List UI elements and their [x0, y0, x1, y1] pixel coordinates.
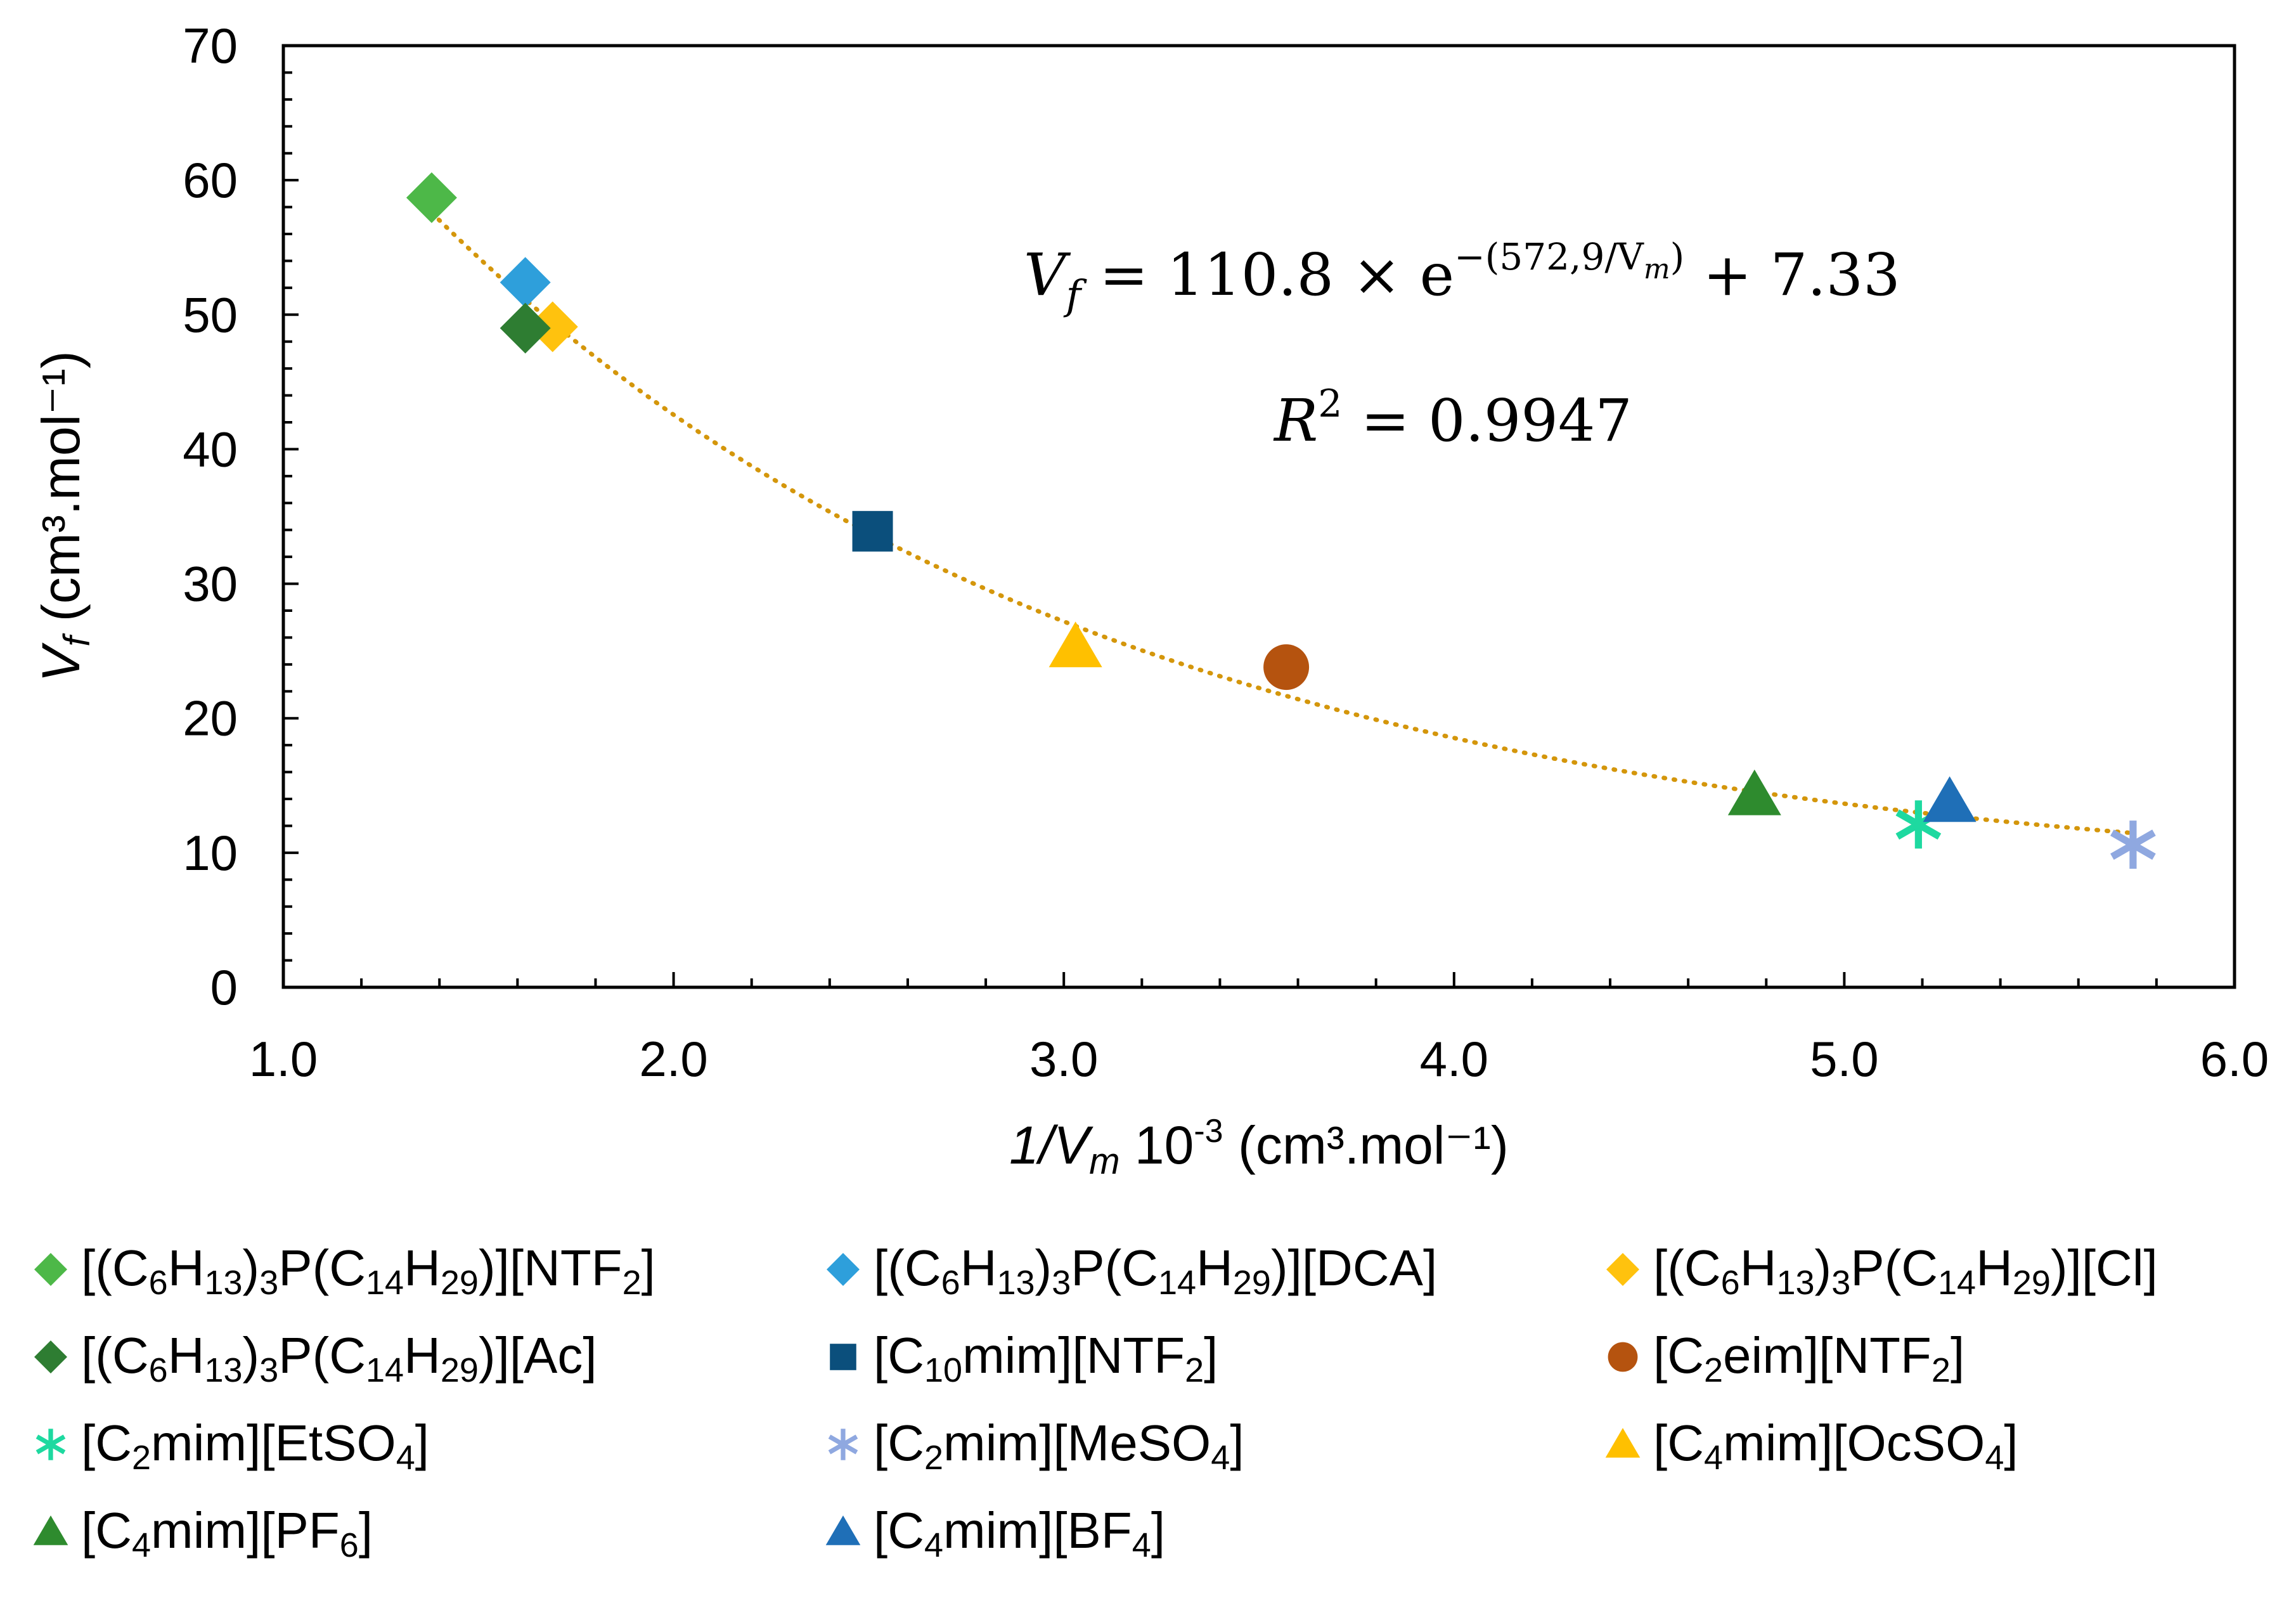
trendline [429, 210, 2139, 836]
x-tick-label: 5.0 [1810, 1031, 1878, 1087]
legend-label: [(C6H13)3P(C14H29)][Cl] [1653, 1240, 2158, 1302]
plot-frame [281, 44, 2236, 989]
legend-symbol [33, 1515, 68, 1545]
legend-item: [C2mim][EtSO4] [25, 1405, 429, 1481]
x-tick-label: 2.0 [639, 1031, 707, 1087]
legend-item: [C2eim][NTF2] [1597, 1318, 1964, 1394]
axis-labels: 0 10 20 30 40 50 60 70 1.0 2.0 3.0 4.0 5.0 6.0 1/Vm 10… [31, 18, 2269, 1182]
legend-label: [(C6H13)3P(C14H29)][DCA] [874, 1240, 1438, 1302]
y-tick-label: 10 [183, 825, 238, 881]
legend-label: [C10mim][NTF2] [874, 1327, 1218, 1389]
legend-symbol [827, 1253, 860, 1286]
y-tick-label: 40 [183, 421, 238, 477]
legend-marker-diamond-icon [25, 1330, 76, 1381]
legend-item: [C4mim][OcSO4] [1597, 1405, 2018, 1481]
fit-equation: Vf = 110.8 × e−(572,9/Vm) + 7.33 R2 = 0.9… [1024, 235, 1900, 455]
data-point-square [852, 510, 893, 552]
r-squared-text: R2 = 0.9947 [1273, 382, 1632, 455]
legend-item: [C4mim][BF4] [818, 1493, 1165, 1569]
legend-symbol [1608, 1342, 1638, 1372]
legend-label: [C2mim][MeSO4] [874, 1415, 1244, 1477]
data-point-diamond [527, 301, 578, 353]
legend-marker-triangle-icon [25, 1505, 76, 1556]
trendline-layer [429, 210, 2139, 836]
x-tick-label: 1.0 [249, 1031, 318, 1087]
legend-marker-diamond-icon [25, 1243, 76, 1294]
data-point-diamond [500, 302, 551, 354]
legend-marker-triangle-icon [1597, 1418, 1648, 1469]
x-tick-label: 4.0 [1420, 1031, 1488, 1087]
legend-label: [C4mim][OcSO4] [1653, 1415, 2018, 1477]
legend-label: [C2eim][NTF2] [1653, 1327, 1965, 1389]
legend-label: [(C6H13)3P(C14H29)][NTF2] [81, 1240, 655, 1302]
legend-symbol [828, 1429, 858, 1460]
legend-symbol [830, 1344, 856, 1370]
legend-symbol [1606, 1253, 1639, 1286]
data-point-diamond [406, 172, 457, 223]
legend-marker-asterisk-icon [25, 1418, 76, 1469]
data-point-triangle [1727, 769, 1781, 815]
legend-item: [(C6H13)3P(C14H29)][Ac] [25, 1318, 597, 1394]
y-tick-label: 50 [183, 287, 238, 342]
x-axis-title: 1/Vm 10-3 (cm³.mol⁻¹) [1009, 1113, 1509, 1182]
legend-item: [C10mim][NTF2] [818, 1318, 1218, 1394]
legend-label: [C4mim][PF6] [81, 1502, 373, 1564]
data-point-circle [1263, 644, 1310, 691]
legend-marker-diamond-icon [818, 1243, 868, 1294]
fit-equation-text: Vf = 110.8 × e−(572,9/Vm) + 7.33 [1024, 235, 1900, 319]
legend-label: [C4mim][BF4] [874, 1502, 1166, 1564]
y-tick-label: 70 [183, 18, 238, 74]
axes [281, 44, 2236, 989]
legend-label: [(C6H13)3P(C14H29)][Ac] [81, 1327, 597, 1389]
legend-symbol [34, 1253, 67, 1286]
legend-marker-triangle-icon [818, 1505, 868, 1556]
data-point-triangle [1923, 776, 1977, 822]
legend-item: [C4mim][PF6] [25, 1493, 373, 1569]
legend-item: [(C6H13)3P(C14H29)][NTF2] [25, 1230, 655, 1306]
legend-item: [(C6H13)3P(C14H29)][DCA] [818, 1230, 1437, 1306]
y-tick-label: 30 [183, 556, 238, 612]
legend-item: [(C6H13)3P(C14H29)][Cl] [1597, 1230, 2158, 1306]
legend-item: [C2mim][MeSO4] [818, 1405, 1244, 1481]
legend-symbol [34, 1340, 67, 1373]
y-tick-label: 60 [183, 152, 238, 208]
data-points [406, 172, 2156, 869]
y-tick-label: 20 [183, 691, 238, 746]
data-point-asterisk [2110, 821, 2156, 869]
legend: [(C6H13)3P(C14H29)][NTF2] [(C6H13)3P(C14H… [25, 1230, 2282, 1611]
legend-marker-square-icon [818, 1330, 868, 1381]
y-tick-label: 0 [210, 959, 238, 1015]
legend-symbol [1605, 1428, 1641, 1458]
legend-marker-asterisk-icon [818, 1418, 868, 1469]
x-tick-label: 6.0 [2200, 1031, 2269, 1087]
legend-marker-diamond-icon [1597, 1243, 1648, 1294]
legend-marker-circle-icon [1597, 1330, 1648, 1381]
legend-symbol [825, 1515, 861, 1545]
data-point-triangle [1048, 621, 1102, 668]
legend-label: [C2mim][EtSO4] [81, 1415, 430, 1477]
data-point-diamond [500, 257, 551, 308]
x-tick-label: 3.0 [1029, 1031, 1098, 1087]
y-axis-title: Vf (cm³.mol⁻¹) [31, 351, 98, 682]
legend-symbol [35, 1429, 66, 1460]
